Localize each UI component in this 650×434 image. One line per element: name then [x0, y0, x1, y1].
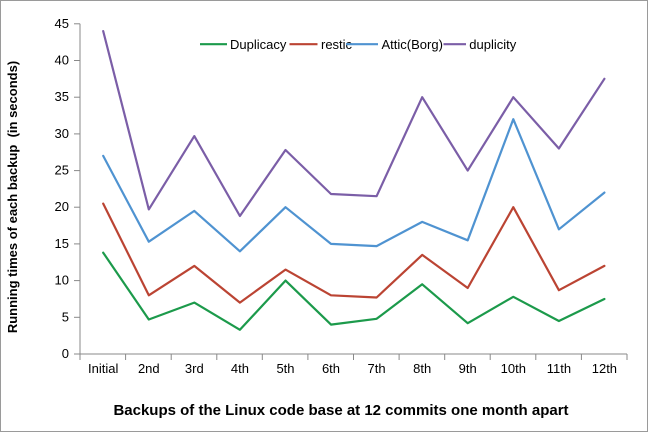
svg-text:25: 25: [55, 163, 69, 178]
svg-text:2nd: 2nd: [138, 361, 160, 376]
svg-text:30: 30: [55, 126, 69, 141]
svg-text:duplicity: duplicity: [469, 37, 516, 52]
svg-text:3rd: 3rd: [185, 361, 204, 376]
svg-text:40: 40: [55, 53, 69, 68]
svg-text:11th: 11th: [547, 361, 571, 376]
svg-text:20: 20: [55, 199, 69, 214]
svg-text:15: 15: [55, 236, 69, 251]
svg-text:5: 5: [62, 309, 69, 324]
svg-text:5th: 5th: [276, 361, 294, 376]
svg-text:Duplicacy: Duplicacy: [230, 37, 287, 52]
svg-text:Initial: Initial: [88, 361, 118, 376]
svg-text:45: 45: [55, 16, 69, 31]
svg-text:7th: 7th: [368, 361, 386, 376]
svg-text:10: 10: [55, 273, 69, 288]
svg-text:0: 0: [62, 346, 69, 361]
svg-text:8th: 8th: [413, 361, 431, 376]
svg-text:4th: 4th: [231, 361, 249, 376]
svg-text:10th: 10th: [501, 361, 526, 376]
svg-text:Attic(Borg): Attic(Borg): [382, 37, 443, 52]
svg-text:12th: 12th: [592, 361, 617, 376]
svg-text:35: 35: [55, 89, 69, 104]
svg-text:6th: 6th: [322, 361, 340, 376]
svg-text:9th: 9th: [459, 361, 477, 376]
